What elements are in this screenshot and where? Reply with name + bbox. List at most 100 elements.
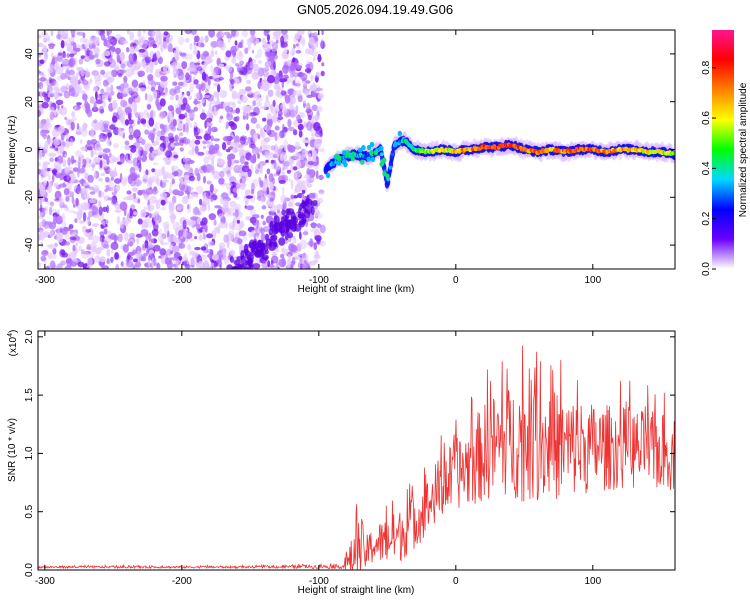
noise-blob [247, 105, 254, 111]
noise-blob [54, 147, 59, 151]
noise-blob [185, 72, 190, 81]
noise-blob [92, 245, 97, 253]
noise-blob [117, 127, 122, 136]
noise-blob [44, 56, 47, 63]
onset-blob [404, 139, 409, 145]
arc-blob [259, 243, 264, 253]
noise-blob [297, 123, 304, 131]
noise-blob [301, 38, 306, 47]
noise-blob [44, 122, 52, 129]
arc-blob [297, 212, 306, 219]
noise-blob [83, 38, 90, 49]
noise-blob [99, 231, 105, 236]
noise-blob [169, 206, 174, 216]
noise-blob [89, 78, 93, 83]
noise-blob [165, 160, 171, 165]
noise-blob [196, 66, 203, 72]
noise-blob [226, 34, 233, 39]
noise-blob [98, 105, 105, 115]
noise-blob [218, 213, 224, 219]
noise-blob [262, 43, 271, 52]
signal-core [385, 181, 389, 186]
snr-x-axis-label: Height of straight line (km) [298, 585, 415, 596]
noise-blob [242, 115, 247, 120]
noise-blob [211, 262, 215, 267]
colorbar-label: Normalized spectral amplitude [738, 82, 749, 217]
noise-blob [266, 168, 271, 175]
noise-blob [41, 197, 45, 202]
noise-blob [270, 107, 277, 114]
onset-blob [397, 130, 402, 136]
noise-blob [225, 50, 232, 58]
noise-blob [260, 226, 263, 234]
noise-blob [118, 40, 121, 45]
noise-blob [309, 238, 314, 248]
noise-blob [78, 58, 84, 65]
noise-blob [59, 106, 68, 116]
onset-blob [380, 160, 385, 166]
noise-blob [104, 61, 111, 67]
noise-blob [287, 126, 295, 132]
noise-blob [264, 151, 269, 159]
noise-blob [65, 140, 70, 150]
noise-blob [316, 106, 323, 112]
onset-blob [345, 149, 350, 156]
noise-blob [58, 183, 67, 188]
noise-blob [82, 225, 87, 230]
noise-blob [160, 199, 166, 206]
noise-blob [250, 117, 258, 124]
noise-blob [103, 92, 112, 99]
noise-blob [225, 121, 229, 129]
noise-blob [95, 90, 98, 101]
noise-blob [230, 45, 237, 55]
noise-blob [178, 242, 186, 249]
noise-blob [289, 109, 297, 118]
noise-blob [305, 63, 311, 69]
noise-blob [262, 117, 267, 122]
noise-blob [94, 79, 102, 87]
noise-blob [153, 90, 158, 100]
noise-blob [172, 235, 177, 243]
noise-blob [42, 45, 48, 54]
noise-blob [94, 247, 102, 255]
noise-blob [123, 217, 132, 225]
arc-blob [226, 264, 233, 269]
noise-blob [170, 256, 178, 261]
noise-blob [281, 257, 286, 267]
noise-blob [118, 114, 125, 122]
noise-blob [203, 156, 210, 165]
noise-blob [43, 180, 48, 186]
arc-blob [281, 209, 286, 216]
noise-blob [296, 114, 301, 122]
y-tick-label: 0.0 [24, 563, 35, 577]
noise-blob [192, 50, 198, 55]
noise-blob [198, 260, 203, 265]
noise-blob [136, 46, 139, 53]
noise-blob [91, 235, 100, 244]
noise-blob [207, 58, 214, 64]
arc-blob [241, 264, 245, 269]
noise-blob [317, 197, 324, 204]
noise-blob [263, 125, 268, 131]
noise-blob [210, 65, 214, 73]
noise-blob [260, 105, 267, 110]
noise-blob [133, 264, 136, 269]
y-tick-label: 1.5 [24, 388, 35, 402]
noise-blob [286, 77, 294, 84]
noise-blob [316, 223, 322, 229]
noise-blob [211, 171, 214, 176]
noise-blob [198, 234, 203, 241]
noise-blob [214, 128, 218, 133]
noise-blob [292, 57, 296, 63]
arc-blob [278, 237, 286, 246]
noise-blob [84, 193, 90, 200]
noise-blob [114, 178, 122, 184]
noise-blob [200, 36, 204, 42]
noise-blob [133, 129, 141, 139]
arc-blob [264, 249, 269, 255]
noise-blob [44, 221, 52, 225]
noise-blob [51, 174, 55, 183]
noise-blob [133, 64, 140, 71]
noise-blob [38, 222, 43, 228]
